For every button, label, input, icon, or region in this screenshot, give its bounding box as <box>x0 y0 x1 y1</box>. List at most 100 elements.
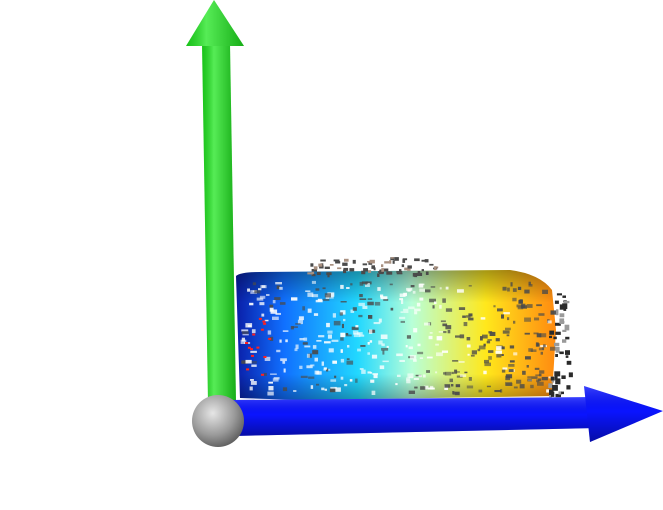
cloud-edge-point <box>394 257 399 261</box>
cloud-speckle <box>522 370 526 375</box>
cloud-speckle <box>483 343 486 347</box>
cloud-speckle <box>334 387 341 392</box>
cloud-speckle <box>373 322 381 325</box>
cloud-side-point <box>549 389 554 395</box>
cloud-speckle <box>390 307 394 311</box>
cloud-speckle <box>240 339 247 344</box>
cloud-speckle <box>272 378 279 382</box>
cloud-speckle <box>441 350 448 353</box>
cloud-speckle <box>377 287 381 291</box>
cloud-speckle <box>488 356 492 360</box>
cloud-speckle <box>530 384 534 389</box>
cloud-speckle <box>508 364 515 367</box>
cloud-edge-point <box>381 264 384 268</box>
cloud-speckle <box>444 384 451 388</box>
cloud-speckle <box>410 285 415 288</box>
cloud-edge-point <box>337 267 342 270</box>
cloud-speckle <box>378 318 382 323</box>
cloud-side-point <box>552 385 558 391</box>
cloud-edge-point <box>367 261 371 263</box>
cloud-speckle <box>367 371 371 374</box>
cloud-side-point <box>564 300 570 304</box>
cloud-speckle <box>484 362 491 367</box>
cloud-edge-point <box>316 271 321 275</box>
cloud-speckle <box>516 379 522 384</box>
cloud-edge-point <box>424 259 429 263</box>
cloud-speckle <box>270 309 278 314</box>
cloud-side-point <box>549 335 552 339</box>
cloud-speckle <box>477 348 481 352</box>
cloud-speckle <box>456 375 463 378</box>
cloud-speckle <box>340 301 347 303</box>
cloud-speckle <box>425 289 431 293</box>
cloud-side-point <box>566 385 571 390</box>
cloud-speckle <box>282 330 289 332</box>
cloud-speckle <box>536 379 540 383</box>
cloud-speckle <box>324 293 331 298</box>
cloud-side-point <box>559 318 565 324</box>
cloud-speckle <box>327 330 333 334</box>
cloud-speckle <box>429 332 433 334</box>
cloud-speckle <box>535 342 539 347</box>
cloud-speckle <box>266 294 270 296</box>
cloud-speckle <box>466 315 471 318</box>
cloud-speckle <box>426 370 430 373</box>
cloud-speckle <box>540 351 543 355</box>
cloud-edge-point <box>327 273 330 278</box>
cloud-speckle <box>399 316 406 320</box>
cloud-speckle <box>341 323 344 329</box>
cloud-edge-point <box>416 272 423 276</box>
cloud-speckle <box>531 376 538 379</box>
cloud-speckle <box>539 370 545 374</box>
cloud-edge-point <box>343 269 347 274</box>
cloud-speckle <box>252 282 257 286</box>
cloud-speckle <box>442 323 448 327</box>
cloud-speckle <box>429 298 436 303</box>
cloud-side-point <box>555 331 561 335</box>
cloud-edge-point <box>318 263 323 267</box>
cloud-speckle <box>497 308 503 312</box>
cloud-edge-point <box>373 267 376 271</box>
cloud-side-point <box>561 375 566 379</box>
cloud-speckle <box>413 328 418 333</box>
cloud-speckle <box>307 292 314 297</box>
cloud-edge-point <box>352 259 356 264</box>
cloud-speckle <box>383 298 389 301</box>
cloud-speckle <box>505 375 511 381</box>
cloud-speckle <box>317 298 323 302</box>
cloud-speckle <box>241 329 249 332</box>
cloud-edge-point <box>402 258 408 261</box>
cloud-speckle <box>340 336 344 341</box>
cloud-speckle <box>332 360 337 364</box>
cloud-speckle-accent <box>260 328 264 331</box>
cloud-speckle <box>458 307 466 310</box>
cloud-speckle <box>468 313 473 317</box>
cloud-side-point <box>564 324 570 331</box>
cloud-side-point <box>565 355 569 358</box>
cloud-speckle <box>358 314 363 318</box>
cloud-speckle <box>330 379 337 382</box>
cloud-speckle <box>426 356 433 359</box>
cloud-speckle <box>500 346 505 350</box>
cloud-speckle <box>379 365 385 370</box>
cloud-speckle <box>463 322 468 327</box>
cloud-edge-point <box>377 273 380 277</box>
cloud-speckle <box>513 320 516 324</box>
cloud-speckle-accent <box>252 333 256 336</box>
cloud-speckle <box>373 374 378 379</box>
cloud-speckle <box>478 345 486 350</box>
cloud-speckle <box>533 332 539 335</box>
cloud-speckle <box>422 374 426 378</box>
cloud-edge-point <box>349 268 355 272</box>
cloud-speckle <box>519 384 525 389</box>
cloud-edge-point <box>384 261 390 264</box>
cloud-speckle <box>443 372 447 375</box>
cloud-speckle <box>417 343 421 347</box>
cloud-edge-point <box>381 268 385 272</box>
cloud-speckle <box>374 301 381 306</box>
cloud-side-point <box>559 351 564 355</box>
cloud-side-point <box>562 329 567 332</box>
cloud-speckle-accent <box>251 354 254 357</box>
cloud-speckle <box>268 381 273 384</box>
